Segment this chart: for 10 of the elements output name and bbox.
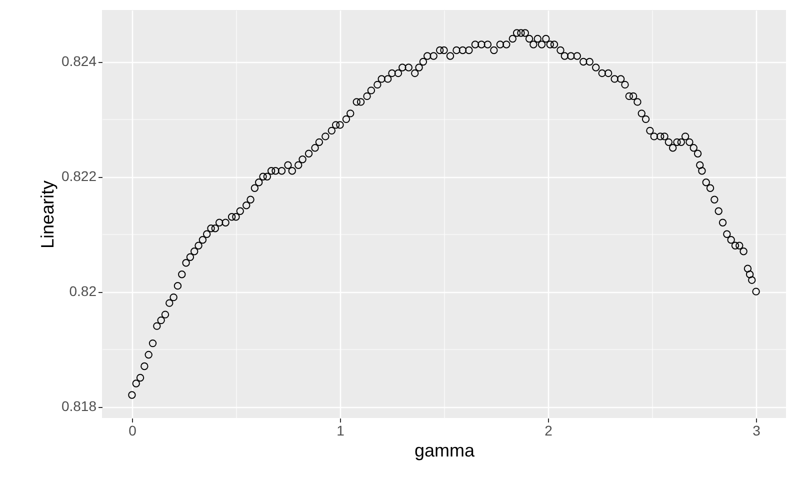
y-tick-label: 0.824 xyxy=(61,53,97,70)
x-tick-label: 2 xyxy=(544,422,553,438)
x-tick-label: 3 xyxy=(752,422,761,438)
x-tick-label: 0 xyxy=(128,422,137,438)
y-tick-label: 0.822 xyxy=(61,168,97,184)
y-tick-label: 0.82 xyxy=(69,283,97,300)
y-tick-label: 0.818 xyxy=(61,398,97,414)
x-tick-label: 1 xyxy=(336,422,345,438)
x-axis-title: gamma xyxy=(414,440,476,460)
y-axis-title: Linearity xyxy=(37,180,58,249)
